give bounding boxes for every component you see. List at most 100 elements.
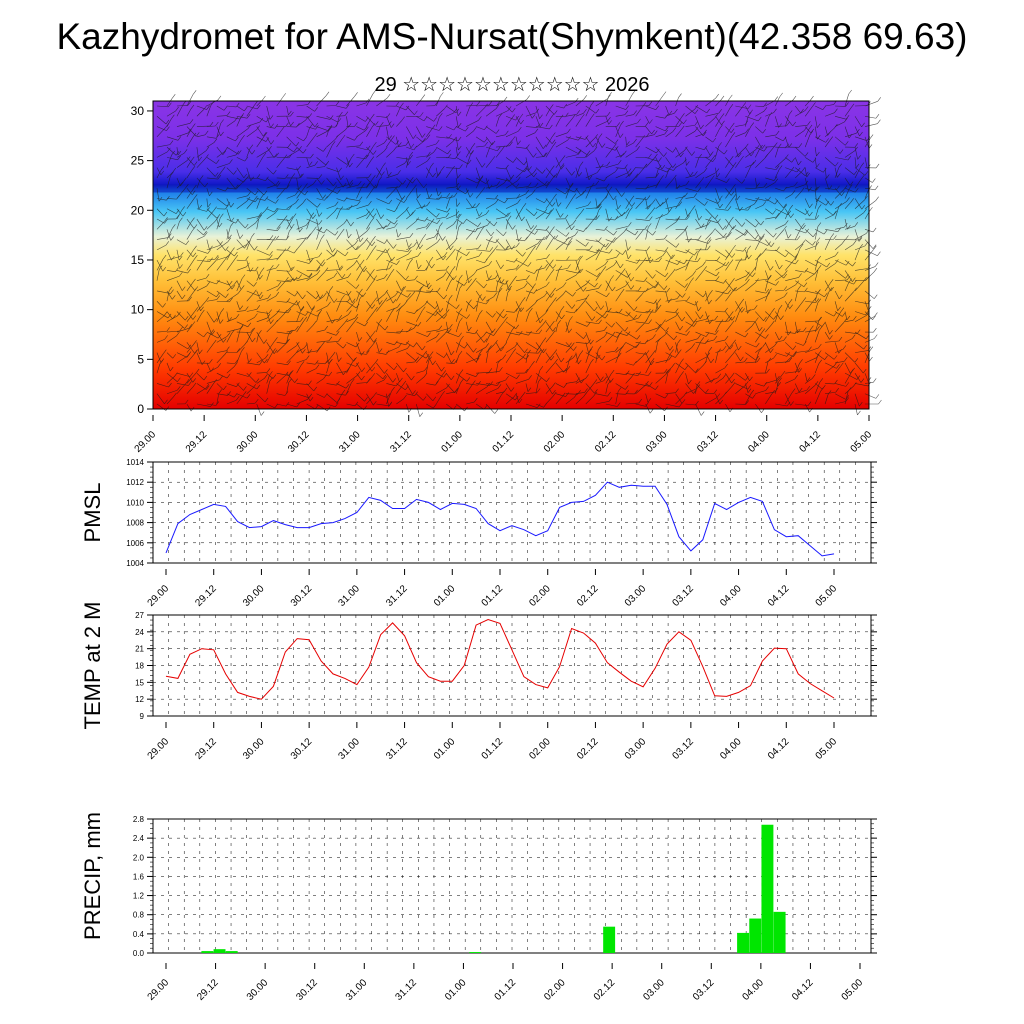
wind-barb	[545, 383, 553, 395]
wind-barb	[844, 291, 854, 302]
wind-barb	[296, 365, 302, 374]
wind-barb	[456, 126, 466, 132]
wind-barb	[266, 184, 277, 189]
wind-barb-flag	[731, 372, 735, 378]
wind-barb	[615, 208, 623, 217]
wind-barb	[445, 342, 452, 356]
wind-barb-flag	[384, 146, 388, 152]
wind-barb	[446, 331, 459, 338]
wind-barb	[545, 105, 555, 115]
wind-barb-flag	[715, 276, 720, 281]
wind-barb	[685, 311, 695, 323]
wind-barb-flag	[606, 161, 611, 166]
wind-barb	[455, 217, 459, 230]
wind-barb-flag	[607, 117, 611, 122]
wind-barb	[814, 269, 819, 281]
wind-barb	[266, 156, 276, 158]
wind-barb-flag	[264, 374, 268, 379]
wind-barb	[635, 342, 645, 345]
wind-barb	[775, 296, 785, 302]
wind-barb-flag	[698, 216, 702, 221]
wind-barb-flag	[772, 210, 776, 215]
wind-barb-flag	[455, 108, 460, 113]
wind-barb-flag	[273, 349, 278, 354]
wind-barb	[276, 97, 284, 107]
wind-barb-flag	[316, 266, 321, 272]
wind-barb	[805, 259, 816, 266]
wind-barb	[785, 371, 798, 374]
wind-barb-flag	[360, 259, 365, 265]
wind-barb	[755, 351, 759, 363]
wind-barb-flag	[730, 320, 735, 326]
wind-barb	[376, 97, 388, 107]
wind-barb	[396, 229, 399, 238]
wind-barb	[266, 229, 278, 232]
precip-xtick-label: 03.12	[691, 977, 717, 1003]
wind-barb-flag	[717, 199, 721, 204]
wind-barb-flag	[458, 145, 462, 151]
wind-barb	[226, 177, 236, 189]
wind-barb-flag	[445, 212, 450, 218]
wind-barb	[236, 351, 242, 364]
wind-barb	[605, 171, 616, 179]
wind-barb	[416, 116, 425, 122]
wind-barb	[615, 172, 629, 179]
wind-barb-flag	[167, 313, 172, 319]
wind-barb	[555, 294, 564, 302]
wind-barb-flag	[328, 336, 333, 341]
wind-barb-flag	[451, 266, 456, 271]
wind-barb	[326, 362, 330, 374]
wind-barb	[795, 290, 805, 293]
wind-barb	[256, 290, 261, 300]
wind-barb-flag	[514, 308, 518, 313]
wind-barb	[565, 241, 570, 250]
wind-barb-flag	[477, 178, 481, 184]
wind-barb	[156, 127, 166, 138]
pmsl-xtick-label: 04.00	[718, 583, 744, 609]
wind-barb-flag	[500, 283, 504, 289]
wind-barb	[465, 188, 471, 198]
wind-barb-flag	[740, 298, 745, 304]
wind-barb	[475, 353, 480, 364]
wind-barb	[376, 249, 387, 253]
wind-barb	[346, 305, 353, 312]
wind-barb	[396, 236, 411, 240]
wind-barb-flag	[458, 213, 462, 219]
wind-barb	[346, 375, 358, 384]
wind-barb	[705, 218, 718, 224]
wind-barb-flag	[697, 187, 702, 192]
wind-barb	[246, 187, 256, 196]
wind-barb-flag	[439, 222, 443, 227]
wind-barb	[246, 388, 253, 394]
wind-barb	[346, 300, 357, 309]
wind-barb	[296, 146, 304, 154]
wind-barb	[376, 239, 385, 244]
wind-barb-flag	[628, 222, 632, 227]
wind-barb-flag	[657, 298, 662, 303]
wind-barb	[465, 106, 471, 117]
wind-barb	[286, 278, 299, 281]
wind-barb-flag	[598, 319, 602, 324]
wind-barb-flag	[805, 171, 809, 176]
wind-barb-flag	[657, 323, 661, 329]
wind-barb-flag	[517, 176, 521, 182]
wind-barb-flag	[712, 137, 717, 143]
wind-barb-flag	[188, 296, 192, 302]
wind-barb-flag	[508, 285, 512, 291]
wind-barb	[176, 188, 186, 199]
wind-barb-flag	[449, 294, 453, 300]
wind-barb	[435, 394, 442, 405]
wind-barb	[226, 115, 241, 120]
wind-barb	[266, 311, 271, 324]
wind-barb	[854, 157, 857, 168]
wind-barb-flag	[562, 282, 567, 287]
wind-barb	[824, 362, 837, 369]
wind-barb	[565, 136, 579, 141]
wind-barb-flag	[378, 319, 383, 324]
wind-barb	[675, 249, 687, 254]
wind-barb	[515, 301, 523, 312]
wind-barb-flag	[214, 172, 219, 177]
wind-barb-flag	[497, 384, 502, 389]
wind-barb	[615, 212, 627, 220]
wind-barb	[814, 147, 817, 157]
